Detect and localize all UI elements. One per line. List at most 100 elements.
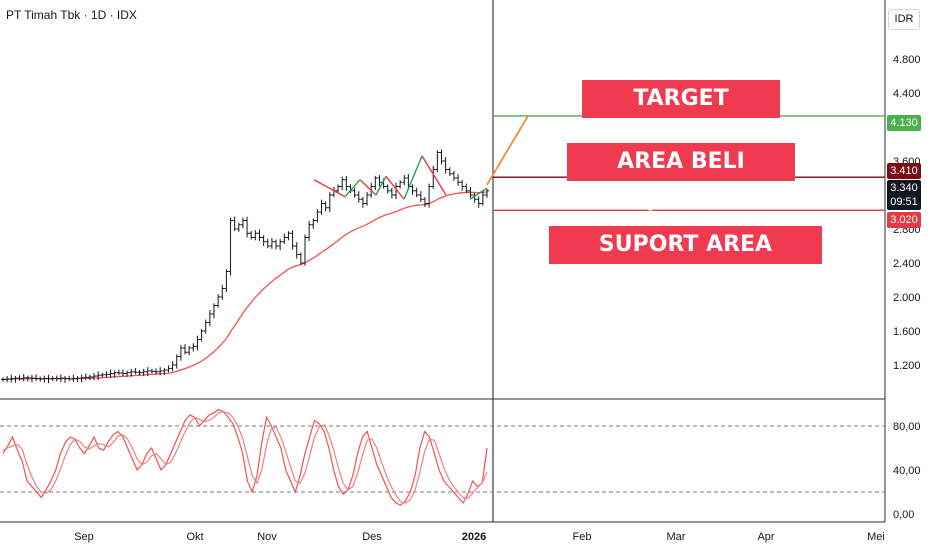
candle <box>92 373 97 381</box>
zigzag-down-leg <box>359 179 377 196</box>
candle <box>195 335 200 351</box>
candle <box>410 184 415 195</box>
candle <box>83 373 88 380</box>
moving-average-line <box>2 191 488 381</box>
time-axis-label: Mar <box>667 531 686 543</box>
candle <box>120 369 125 377</box>
candle <box>323 201 328 212</box>
candle <box>249 231 254 240</box>
candle <box>154 368 159 375</box>
candle <box>158 367 163 376</box>
candle <box>67 375 72 382</box>
symbol-title[interactable]: PT Timah Tbk · 1D · IDX <box>6 8 137 22</box>
candle <box>50 376 55 381</box>
zigzag-up-leg <box>375 175 387 196</box>
candle <box>1 377 5 382</box>
price-axis-label: 4.800 <box>893 54 921 66</box>
candle <box>42 375 47 383</box>
current-price-tag: 3.340 09:51 <box>887 180 921 210</box>
support-price-tag: 3.020 <box>887 212 921 228</box>
candle <box>145 367 150 376</box>
price-axis-label: 2.400 <box>893 258 921 270</box>
time-axis-label: 2026 <box>462 531 486 543</box>
candle <box>224 269 229 292</box>
currency-button[interactable]: IDR <box>888 9 920 30</box>
candle <box>46 374 51 383</box>
candle <box>418 191 423 203</box>
candle <box>96 371 101 381</box>
candle <box>360 197 365 208</box>
zigzag-up-leg <box>344 179 361 198</box>
candle <box>58 374 63 383</box>
candle <box>336 184 341 194</box>
current-price-value: 3.340 <box>890 182 918 194</box>
candle <box>340 176 345 190</box>
candle <box>29 374 34 383</box>
candle <box>125 370 130 377</box>
candle <box>398 180 403 189</box>
candle <box>54 375 59 382</box>
candle <box>21 373 26 382</box>
zigzag-down-leg <box>421 155 447 196</box>
candle <box>149 368 154 374</box>
candle <box>402 175 407 186</box>
candle <box>257 229 262 241</box>
candle <box>174 354 179 369</box>
time-axis-label: Apr <box>757 531 774 543</box>
candle <box>129 368 134 377</box>
candle <box>278 238 283 251</box>
candle <box>431 165 436 189</box>
candle <box>344 175 349 191</box>
candle <box>265 238 270 249</box>
candle <box>290 230 295 250</box>
candle <box>240 217 245 229</box>
candle <box>456 174 461 186</box>
candle <box>422 197 427 207</box>
candle <box>298 252 303 266</box>
zigzag-up-leg <box>403 155 423 200</box>
time-axis-label: Nov <box>257 531 277 543</box>
buy-price-tag: 3.410 <box>887 163 921 179</box>
candle <box>414 187 419 198</box>
candle <box>311 218 316 229</box>
time-axis-label: Okt <box>186 531 203 543</box>
candle <box>34 374 39 381</box>
candle <box>464 183 469 193</box>
countdown-timer: 09:51 <box>890 196 918 208</box>
candle <box>302 234 307 266</box>
target-annotation: TARGET Rp4.130 <box>582 80 780 149</box>
candle <box>286 231 291 241</box>
candle <box>133 367 138 375</box>
candle <box>63 376 68 383</box>
candle <box>17 375 22 381</box>
candle <box>447 167 452 176</box>
candle <box>377 175 382 187</box>
zigzag-down-leg <box>385 175 405 200</box>
candle <box>104 371 109 378</box>
candle <box>373 175 378 190</box>
candle <box>162 367 167 376</box>
candle <box>13 376 18 383</box>
stoch-k-line <box>2 408 488 506</box>
candle <box>443 157 448 174</box>
candle <box>472 192 477 203</box>
time-axis-label: Sep <box>74 531 94 543</box>
buy-annotation: AREA BELI Rp3.410 <box>567 143 795 212</box>
candle <box>282 233 287 244</box>
candle <box>228 217 233 276</box>
candle <box>166 365 171 373</box>
support-annotation: SUPORT AREA Rp3.020 <box>549 226 822 295</box>
candle <box>253 230 258 241</box>
candle <box>87 374 92 381</box>
candle <box>307 220 312 241</box>
candle <box>141 368 146 377</box>
candle <box>269 237 274 249</box>
candle <box>236 222 241 232</box>
candle <box>393 182 398 200</box>
stoch-axis-label: 80,00 <box>893 421 921 433</box>
candle <box>451 170 456 181</box>
candle <box>480 191 485 206</box>
candle <box>352 187 357 198</box>
candle <box>5 376 10 383</box>
